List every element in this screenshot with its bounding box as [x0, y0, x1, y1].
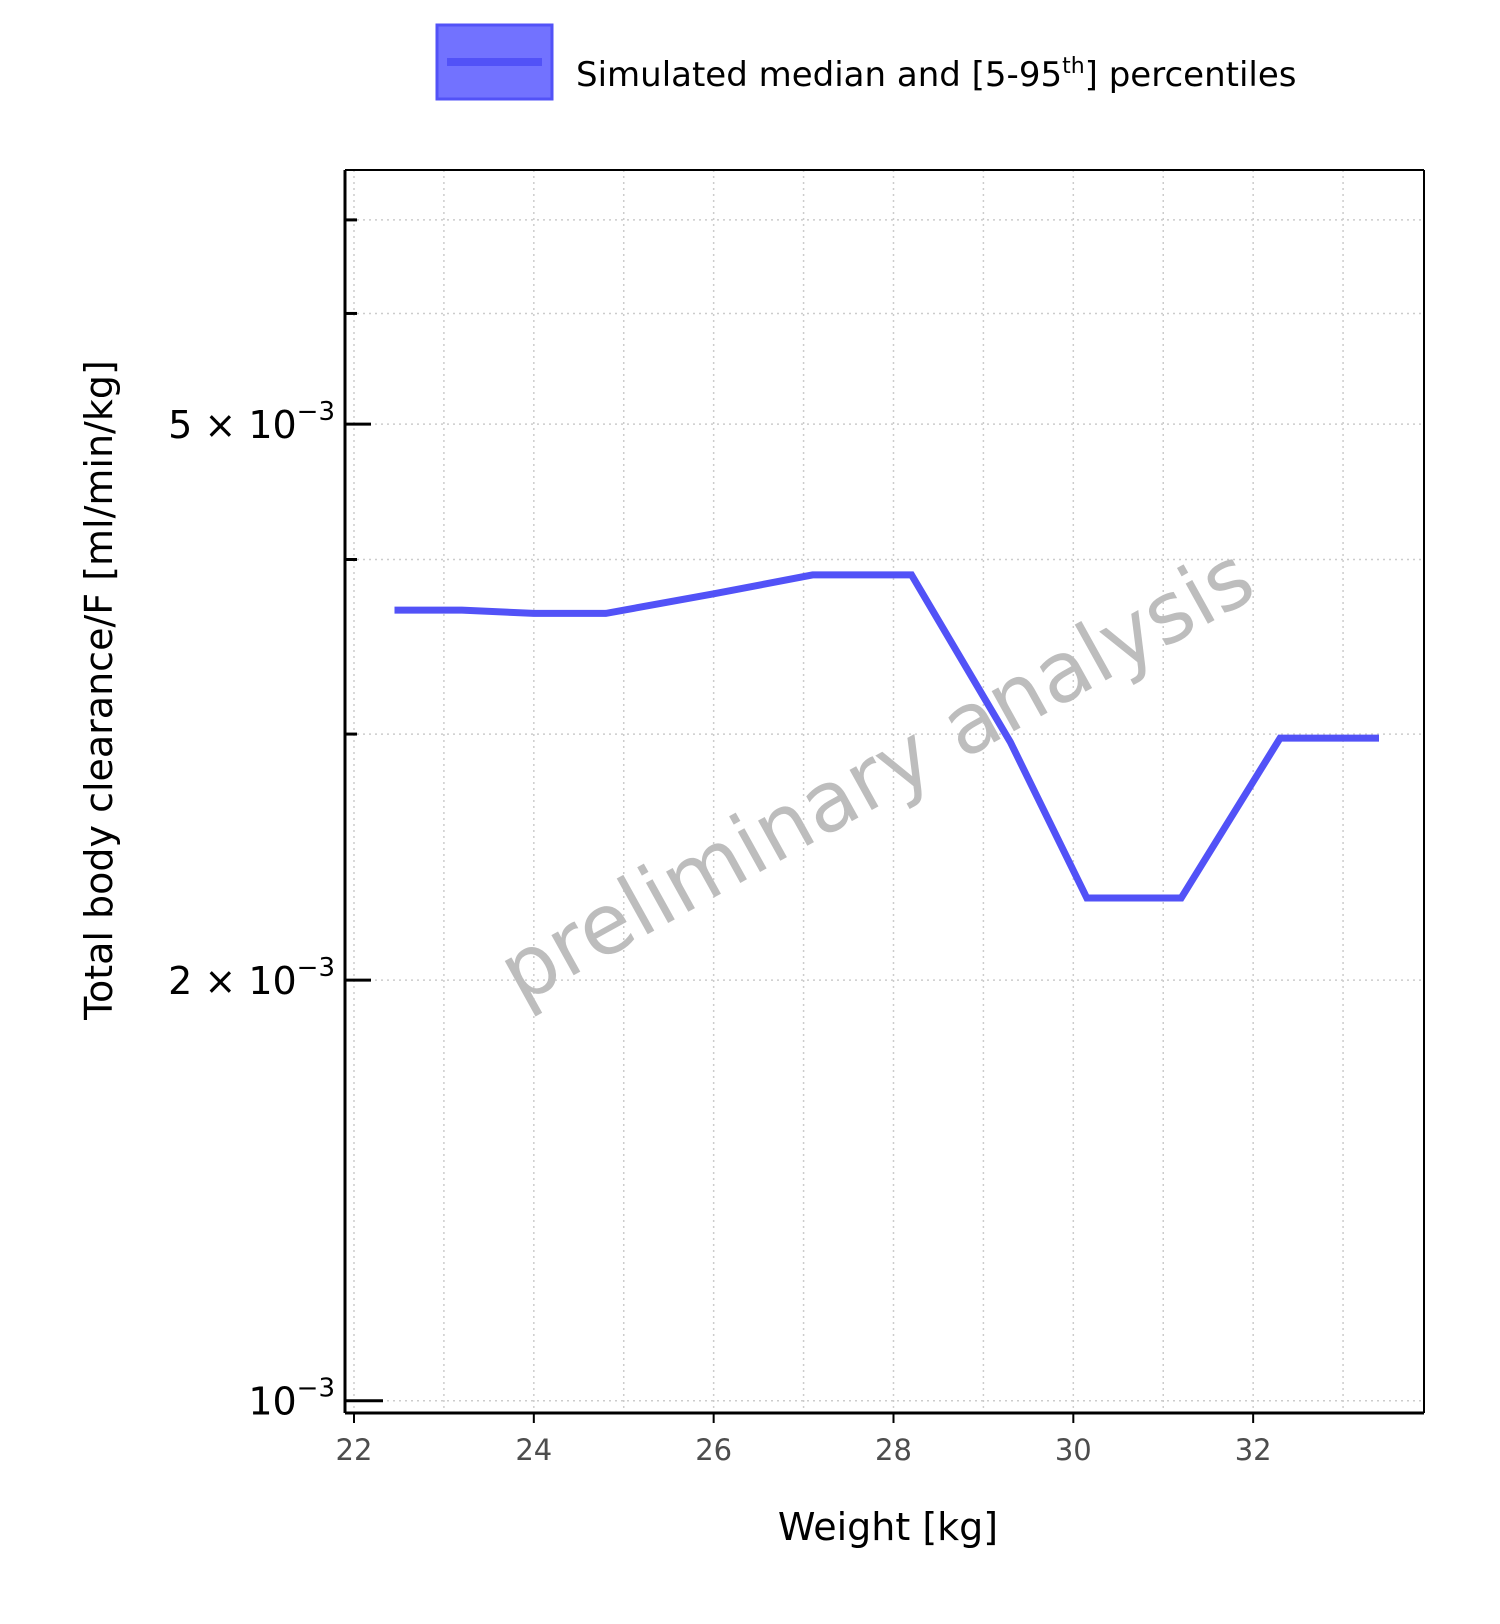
y-tick-label: 5 × 10−3 — [168, 397, 335, 447]
x-tick-label: 32 — [1235, 1433, 1272, 1467]
series-line — [394, 571, 1379, 902]
series-layer — [394, 571, 1379, 902]
y-tick-label: 10−3 — [248, 1374, 335, 1424]
legend: Simulated median and [5-95th] percentile… — [435, 23, 1296, 101]
x-tick-label: 26 — [695, 1433, 732, 1467]
legend-label-end: ] percentiles — [1085, 55, 1297, 95]
x-tick-label: 24 — [515, 1433, 552, 1467]
legend-label-sup: th — [1062, 54, 1085, 79]
x-tick-label: 30 — [1055, 1433, 1092, 1467]
axes: 22 24 26 28 30 32 5 × 10−3 2 × 10−3 10−3 — [168, 169, 1425, 1467]
watermark: preliminary analysis — [483, 527, 1270, 1023]
legend-label-main: Simulated median and [5-95 — [576, 55, 1062, 95]
y-tick-label: 2 × 10−3 — [168, 953, 335, 1003]
x-tick-label: 22 — [336, 1433, 373, 1467]
legend-label: Simulated median and [5-95th] percentile… — [576, 54, 1296, 95]
x-axis-title: Weight [kg] — [778, 1505, 998, 1549]
y-axis-title: Total body clearance/F [ml/min/kg] — [77, 360, 121, 1021]
x-tick-label: 28 — [875, 1433, 912, 1467]
